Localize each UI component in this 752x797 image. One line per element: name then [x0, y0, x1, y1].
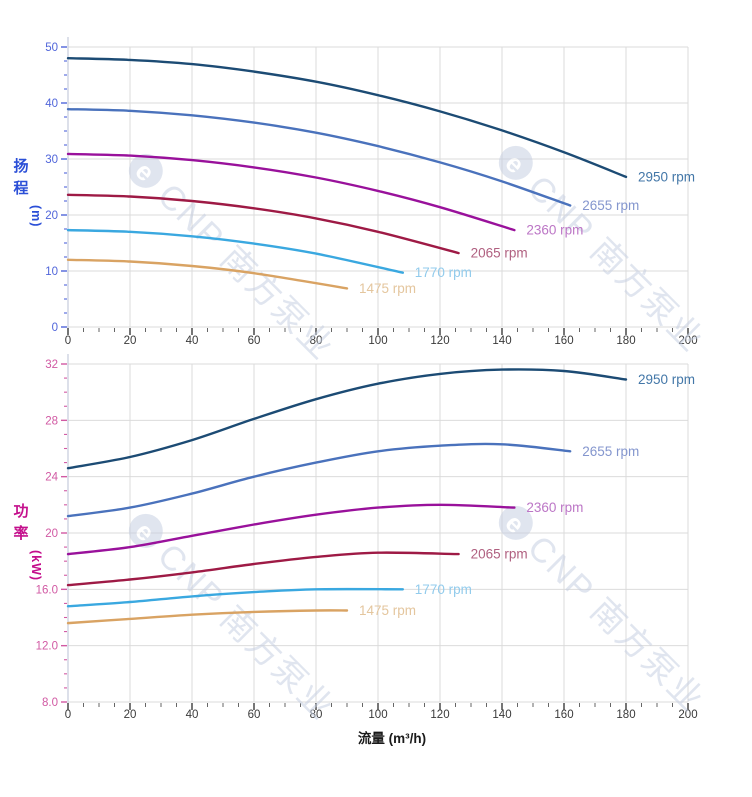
x-tick-label-180: 180 — [616, 335, 635, 347]
y-axis-title-head-char1: 扬 — [13, 158, 29, 175]
y-tick-label-20: 20 — [45, 528, 58, 540]
watermark-logo-circle — [128, 153, 163, 188]
curve-power-vs-flow-2065-rpm — [66, 551, 460, 587]
y-tick-label-0: 0 — [52, 322, 58, 334]
x-tick-label-180: 180 — [616, 709, 635, 721]
x-tick-label-0: 0 — [65, 335, 71, 347]
curve-power-vs-flow-1475-rpm — [66, 609, 349, 625]
watermark-logo-circle — [128, 513, 163, 548]
curve-power-vs-flow-2950-rpm — [66, 368, 628, 470]
y-tick-label-20: 20 — [45, 210, 58, 222]
chart-series-power-vs-flow: 2950 rpm 2655 rpm 2360 rpm 2065 rpm 1770 rpm… — [66, 368, 695, 625]
y-tick-label-24: 24 — [45, 472, 58, 484]
curve-head-vs-flow-1475-rpm — [66, 258, 349, 290]
y-tick-label-16.0: 16.0 — [36, 584, 58, 596]
curve-label-1475-rpm: 1475 rpm — [359, 603, 416, 618]
curve-head-vs-flow-2360-rpm — [66, 152, 516, 232]
chart-axes-head-vs-flow: 0 10 20 30 40 50 0 20 40 60 80 100 120 140 160 180 200 — [45, 37, 698, 347]
y-tick-label-10: 10 — [45, 266, 58, 278]
x-tick-label-80: 80 — [310, 335, 323, 347]
curve-head-vs-flow-1770-rpm — [66, 228, 404, 274]
y-tick-label-12.0: 12.0 — [36, 641, 58, 653]
x-tick-label-40: 40 — [186, 335, 199, 347]
watermark-logo-circle — [498, 145, 533, 180]
x-axis-title: 流量 (m³/h) — [357, 731, 427, 746]
y-axis-title-power: 功 率 (kW) — [8, 501, 43, 581]
curve-label-2360-rpm: 2360 rpm — [526, 223, 583, 238]
curve-label-2655-rpm: 2655 rpm — [582, 198, 639, 213]
y-tick-label-28: 28 — [45, 415, 58, 427]
y-tick-label-32: 32 — [45, 359, 58, 371]
curve-head-vs-flow-2065-rpm — [66, 193, 460, 255]
x-tick-label-120: 120 — [430, 335, 449, 347]
chart-series-head-vs-flow: 2950 rpm 2655 rpm 2360 rpm 2065 rpm 1770 rpm… — [66, 57, 695, 296]
x-tick-label-100: 100 — [368, 335, 387, 347]
x-tick-label-0: 0 — [65, 709, 71, 721]
y-tick-label-30: 30 — [45, 154, 58, 166]
x-tick-label-140: 140 — [492, 709, 511, 721]
curve-label-2065-rpm: 2065 rpm — [471, 246, 528, 261]
x-tick-label-80: 80 — [310, 709, 323, 721]
y-axis-title-power-char1: 功 — [13, 503, 29, 520]
y-axis-title-power-unit: (kW) — [29, 550, 43, 582]
y-axis-title-head-unit: (m) — [29, 205, 43, 228]
x-tick-label-100: 100 — [368, 709, 387, 721]
y-axis-title-power-char2: 率 — [13, 525, 29, 542]
curve-label-1770-rpm: 1770 rpm — [415, 582, 472, 597]
y-tick-label-40: 40 — [45, 98, 58, 110]
curve-power-vs-flow-1770-rpm — [66, 587, 404, 608]
watermark-text: CNP 南方泵业 — [520, 528, 711, 719]
x-tick-label-200: 200 — [678, 335, 697, 347]
x-tick-label-160: 160 — [554, 335, 573, 347]
curve-label-2065-rpm: 2065 rpm — [471, 547, 528, 562]
x-tick-label-200: 200 — [678, 709, 697, 721]
curve-label-2655-rpm: 2655 rpm — [582, 444, 639, 459]
x-tick-label-160: 160 — [554, 709, 573, 721]
x-tick-label-140: 140 — [492, 335, 511, 347]
curve-label-1770-rpm: 1770 rpm — [415, 265, 472, 280]
x-tick-label-20: 20 — [124, 335, 137, 347]
curve-label-1475-rpm: 1475 rpm — [359, 281, 416, 296]
curve-label-2950-rpm: 2950 rpm — [638, 372, 695, 387]
curve-label-2950-rpm: 2950 rpm — [638, 169, 695, 184]
y-tick-label-50: 50 — [45, 42, 58, 54]
y-axis-title-head: 扬 程 (m) — [8, 156, 43, 227]
watermark-logo-circle — [498, 505, 533, 540]
curve-head-vs-flow-2655-rpm — [66, 107, 572, 207]
x-tick-label-40: 40 — [186, 709, 199, 721]
x-tick-label-20: 20 — [124, 709, 137, 721]
x-tick-label-60: 60 — [248, 335, 261, 347]
curve-power-vs-flow-2360-rpm — [66, 503, 516, 556]
x-tick-label-60: 60 — [248, 709, 261, 721]
x-tick-label-120: 120 — [430, 709, 449, 721]
y-tick-label-8.0: 8.0 — [42, 697, 58, 709]
curve-label-2360-rpm: 2360 rpm — [526, 500, 583, 515]
y-axis-title-head-char2: 程 — [13, 180, 29, 197]
curve-head-vs-flow-2950-rpm — [66, 57, 628, 179]
curve-power-vs-flow-2655-rpm — [66, 442, 572, 518]
chart-axes-power-vs-flow: 8.0 12.0 16.0 20 24 28 32 0 20 40 60 80 100 120 140 160… — [36, 354, 698, 721]
